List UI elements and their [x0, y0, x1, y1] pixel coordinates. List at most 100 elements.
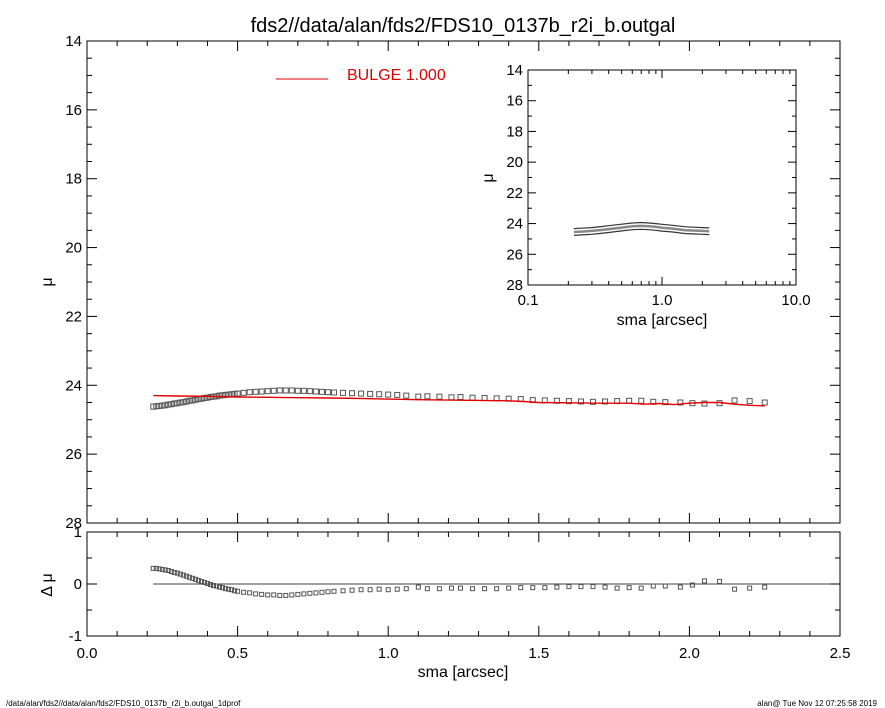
main-data-point	[162, 402, 169, 409]
residual-data-point	[289, 592, 295, 598]
residual-data-point	[530, 585, 536, 591]
inset-y-tick-label: 14	[506, 62, 523, 79]
main-y-tick-label: 14	[65, 33, 82, 50]
footer-left: /data/alan/fds2//data/alan/fds2/FDS10_01…	[6, 699, 241, 708]
residual-data-point	[602, 584, 608, 590]
main-data-point	[246, 389, 253, 396]
residual-data-point	[732, 586, 738, 592]
residual-data-point	[223, 586, 229, 592]
main-data-point	[436, 393, 443, 400]
residual-x-tick-label: 0.5	[227, 645, 248, 662]
residual-data-point	[325, 589, 331, 595]
main-data-point	[469, 394, 476, 401]
residual-data-point	[590, 584, 596, 590]
residual-data-point	[180, 572, 186, 578]
residual-data-point	[156, 566, 162, 572]
residual-data-point	[448, 585, 454, 591]
residual-x-tick-label: 0.0	[77, 645, 98, 662]
residual-data-point	[153, 565, 159, 571]
residual-x-ticks: 0.0 0.5 1.0 1.5 2.0 2.5	[77, 532, 850, 662]
bulge-model-line	[153, 394, 765, 407]
residual-data-point	[295, 591, 301, 597]
residual-data-point	[424, 586, 430, 592]
residual-data-point	[307, 590, 313, 596]
main-data-point	[288, 387, 295, 394]
residual-data-point	[204, 580, 210, 586]
residual-data-point	[494, 586, 500, 592]
main-data-point	[240, 389, 247, 396]
main-data-point	[171, 400, 178, 407]
inset-x-tick-label: 10.0	[781, 292, 810, 309]
residual-data-point	[566, 584, 572, 590]
inset-y-tick-label: 28	[506, 277, 523, 294]
residual-data-point	[650, 583, 656, 589]
residual-data-point	[168, 569, 174, 575]
main-data-point	[222, 391, 229, 398]
main-data-point	[638, 397, 645, 404]
main-y-tick-label: 24	[65, 377, 82, 394]
main-y-tick-label: 22	[65, 308, 82, 325]
residual-data-point	[662, 583, 668, 589]
main-data-point	[448, 394, 455, 401]
main-data-point	[177, 399, 184, 406]
main-data-point	[189, 397, 196, 404]
residual-data-point	[150, 565, 156, 571]
residual-data-point	[283, 592, 289, 598]
inset-profile-line	[573, 228, 710, 236]
main-data-point	[306, 388, 313, 395]
main-data-point	[415, 393, 422, 400]
main-data-point	[577, 398, 584, 405]
residual-x-tick-label: 2.0	[679, 645, 700, 662]
main-data-point	[186, 397, 193, 404]
main-data-point	[662, 399, 669, 406]
main-data-point	[168, 401, 175, 408]
residual-data-point	[506, 585, 512, 591]
footer-right: alan@ Tue Nov 12 07:25:58 2019	[757, 699, 877, 708]
residual-data-point	[403, 586, 409, 592]
main-data-point	[457, 393, 464, 400]
residual-data-point	[376, 586, 382, 592]
residual-data-point	[319, 589, 325, 595]
main-data-point	[216, 392, 223, 399]
residual-data-point	[174, 570, 180, 576]
residual-data-point	[614, 585, 620, 591]
residual-data-point	[232, 588, 238, 594]
main-data-point	[156, 402, 163, 409]
residual-data-point	[313, 590, 319, 596]
residual-data-point	[436, 586, 442, 592]
residual-data-point	[301, 591, 307, 597]
inset-y-tick-label: 22	[506, 185, 523, 202]
residual-data-point	[235, 588, 241, 594]
main-data-point	[385, 391, 392, 398]
residual-y-tick-label: -1	[69, 628, 82, 645]
main-data-point	[746, 398, 753, 405]
main-data-point	[324, 389, 331, 396]
residual-data-point	[277, 592, 283, 598]
main-data-point	[252, 388, 259, 395]
inset-x-tick-label: 0.1	[518, 292, 539, 309]
main-data-point	[312, 388, 319, 395]
inset-panel: 14 16 18 20 22 24 26 28 0.1 1.0 10.0 μ sma [arcse…	[480, 62, 811, 329]
residual-data-point	[195, 577, 201, 583]
main-data-point	[276, 387, 283, 394]
residual-data-point	[217, 584, 223, 590]
residual-data-point	[162, 567, 168, 573]
residual-data-point	[470, 586, 476, 592]
main-data-point	[258, 388, 265, 395]
residual-data-point	[677, 584, 683, 590]
main-data-point	[358, 390, 365, 397]
residual-data-point	[554, 584, 560, 590]
legend: BULGE 1.000	[276, 67, 446, 84]
residual-data-point	[226, 586, 232, 592]
main-data-point	[376, 391, 383, 398]
main-data-point	[150, 403, 157, 410]
main-y-tick-label: 20	[65, 240, 82, 257]
residual-data-point	[701, 578, 707, 584]
residual-data-series	[150, 565, 840, 598]
main-data-point	[340, 389, 347, 396]
residual-data-point	[211, 583, 217, 589]
main-data-point	[677, 399, 684, 406]
residual-x-label: sma [arcsec]	[418, 664, 509, 681]
main-data-series	[150, 387, 768, 410]
